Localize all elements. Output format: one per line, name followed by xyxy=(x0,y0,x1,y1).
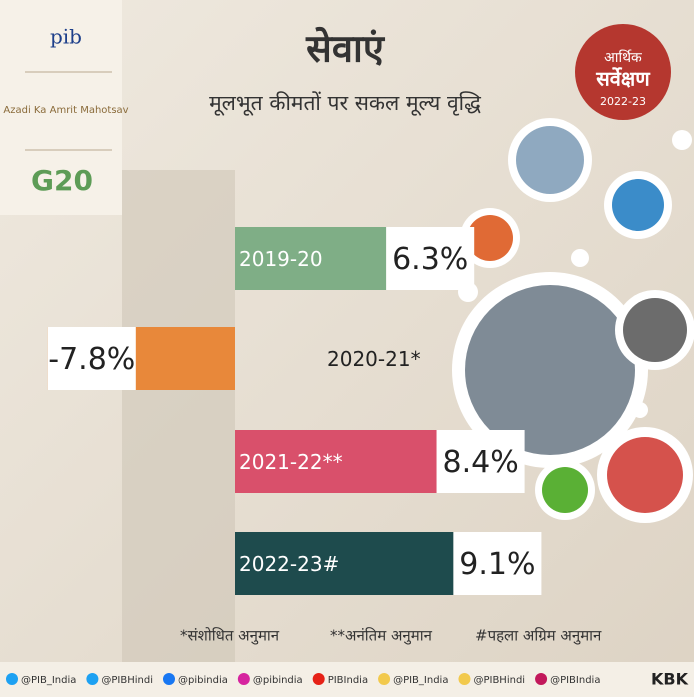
value-label: 6.3% xyxy=(392,242,468,277)
g20-logo: G20 xyxy=(31,164,93,197)
value-box xyxy=(453,532,542,595)
social-handle: @PIB_India xyxy=(21,675,76,686)
social-handle: @pibindia xyxy=(178,675,228,686)
social-icon xyxy=(86,673,99,685)
credit: KBK xyxy=(651,670,689,689)
decoration xyxy=(452,118,694,523)
social-icon xyxy=(458,673,471,685)
value-label: 9.1% xyxy=(459,547,535,582)
category-label: 2020-21* xyxy=(327,347,421,371)
social-handle: @pibindia xyxy=(253,675,303,686)
footnote: **अनंतिम अनुमान xyxy=(330,627,433,646)
social-icon xyxy=(163,673,175,685)
bar xyxy=(235,227,387,290)
social-icon xyxy=(535,673,548,685)
value-box xyxy=(47,327,136,390)
chart-subtitle: मूलभूत कीमतों पर सकल मूल्य वृद्धि xyxy=(209,91,481,116)
survey-text: सर्वेक्षण xyxy=(595,67,651,91)
survey-text: 2022-23 xyxy=(600,95,646,108)
bar xyxy=(235,532,454,595)
social-icon xyxy=(6,673,18,685)
footnote: *संशोधित अनुमान xyxy=(180,627,280,646)
category-label: 2019-20 xyxy=(239,247,323,271)
bar xyxy=(235,430,437,493)
footer-bar xyxy=(0,662,694,697)
survey-badge xyxy=(575,24,671,120)
survey-text: आर्थिक xyxy=(604,49,642,66)
value-label: -7.8% xyxy=(48,342,135,377)
social-handle: @PIB_India xyxy=(393,675,448,686)
pib-logo: pib xyxy=(50,25,82,49)
social-handle: @PIBHindi xyxy=(473,675,525,686)
value-box xyxy=(386,227,475,290)
chart-title: सेवाएं xyxy=(305,26,386,71)
social-handle: @PIBHindi xyxy=(101,675,153,686)
social-handle: @PIBIndia xyxy=(550,675,600,686)
logo-panel xyxy=(0,0,122,215)
footnote: #पहला अग्रिम अनुमान xyxy=(475,627,602,646)
value-label: 8.4% xyxy=(442,445,518,480)
band xyxy=(122,170,235,662)
category-label: 2021-22** xyxy=(239,450,343,474)
social-icon xyxy=(378,673,391,685)
value-box xyxy=(436,430,525,493)
social-icon xyxy=(237,673,250,685)
azadi-logo: Azadi Ka Amrit Mahotsav xyxy=(3,105,128,116)
social-handle: PIBIndia xyxy=(328,675,368,686)
category-label: 2022-23# xyxy=(239,552,339,576)
social-icon xyxy=(312,673,325,685)
